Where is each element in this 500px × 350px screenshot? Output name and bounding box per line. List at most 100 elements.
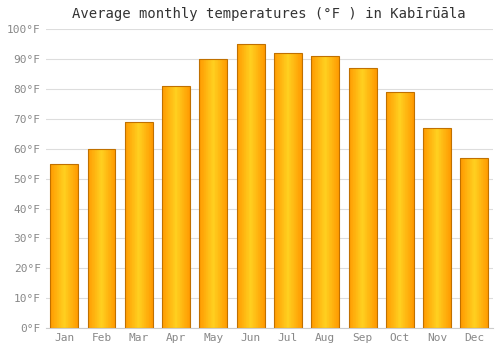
Bar [246,44,247,328]
Bar [400,92,401,328]
Bar [208,59,209,328]
Bar [162,86,163,328]
Bar [375,68,376,328]
Bar [279,53,280,328]
Bar [471,158,472,328]
Bar [60,164,62,328]
Bar [142,122,143,328]
Bar [179,86,180,328]
Bar [466,158,468,328]
Bar [188,86,190,328]
Bar [254,44,255,328]
Bar [262,44,263,328]
Bar [218,59,219,328]
Bar [317,56,318,328]
Bar [250,44,252,328]
Bar [88,149,89,328]
Bar [126,122,127,328]
Bar [337,56,338,328]
Bar [399,92,400,328]
Bar [363,68,364,328]
Bar [115,149,116,328]
Bar [133,122,134,328]
Bar [362,68,363,328]
Bar [336,56,337,328]
Bar [224,59,226,328]
Bar [71,164,72,328]
Bar [138,122,139,328]
Bar [332,56,333,328]
Bar [299,53,300,328]
Bar [470,158,471,328]
Bar [174,86,176,328]
Bar [274,53,302,328]
Bar [326,56,328,328]
Bar [168,86,169,328]
Bar [315,56,316,328]
Bar [244,44,245,328]
Bar [263,44,264,328]
Bar [468,158,469,328]
Bar [181,86,182,328]
Bar [286,53,288,328]
Bar [285,53,286,328]
Bar [356,68,357,328]
Bar [77,164,78,328]
Bar [278,53,279,328]
Bar [361,68,362,328]
Bar [390,92,392,328]
Bar [293,53,294,328]
Bar [433,128,434,328]
Bar [463,158,464,328]
Bar [373,68,374,328]
Bar [74,164,76,328]
Bar [128,122,129,328]
Bar [460,158,461,328]
Bar [69,164,70,328]
Title: Average monthly temperatures (°F ) in Kabīrūāla: Average monthly temperatures (°F ) in Ka… [72,7,466,21]
Bar [397,92,398,328]
Bar [165,86,166,328]
Bar [312,56,339,328]
Bar [167,86,168,328]
Bar [127,122,128,328]
Bar [407,92,408,328]
Bar [152,122,153,328]
Bar [435,128,436,328]
Bar [129,122,130,328]
Bar [210,59,212,328]
Bar [90,149,91,328]
Bar [368,68,369,328]
Bar [72,164,74,328]
Bar [109,149,110,328]
Bar [314,56,315,328]
Bar [357,68,358,328]
Bar [56,164,57,328]
Bar [394,92,395,328]
Bar [406,92,407,328]
Bar [431,128,432,328]
Bar [184,86,185,328]
Bar [186,86,188,328]
Bar [413,92,414,328]
Bar [144,122,145,328]
Bar [360,68,361,328]
Bar [348,68,349,328]
Bar [236,44,264,328]
Bar [428,128,430,328]
Bar [241,44,242,328]
Bar [446,128,447,328]
Bar [88,149,116,328]
Bar [125,122,153,328]
Bar [54,164,55,328]
Bar [100,149,101,328]
Bar [107,149,108,328]
Bar [355,68,356,328]
Bar [103,149,104,328]
Bar [163,86,164,328]
Bar [164,86,165,328]
Bar [283,53,284,328]
Bar [319,56,320,328]
Bar [461,158,462,328]
Bar [238,44,239,328]
